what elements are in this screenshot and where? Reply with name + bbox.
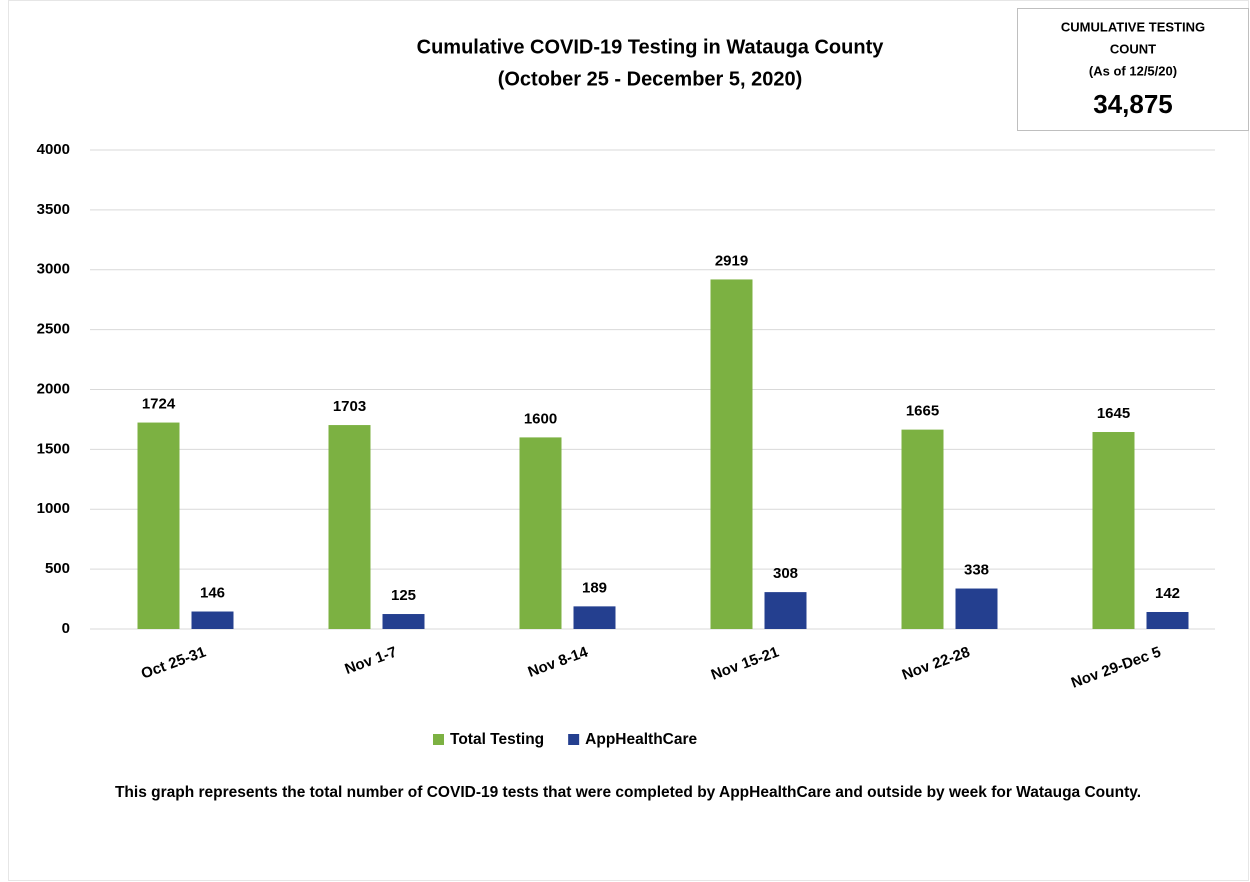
data-label: 2919 xyxy=(715,252,748,269)
x-tick-label: Nov 8-14 xyxy=(526,643,591,681)
bar xyxy=(519,437,562,629)
legend-label: AppHealthCare xyxy=(585,731,697,748)
y-tick-label: 2000 xyxy=(37,380,70,397)
bar xyxy=(764,592,807,629)
data-label: 142 xyxy=(1155,585,1180,602)
y-tick-label: 500 xyxy=(45,560,70,577)
bar xyxy=(710,279,753,629)
y-tick-label: 3000 xyxy=(37,261,70,278)
summary-value: 34,875 xyxy=(1093,89,1173,119)
bar xyxy=(382,614,425,629)
data-label: 1645 xyxy=(1097,405,1130,422)
legend-label: Total Testing xyxy=(450,731,544,748)
data-label: 1724 xyxy=(142,396,176,413)
chart-title: Cumulative COVID-19 Testing in Watauga C… xyxy=(417,36,885,58)
data-label: 1600 xyxy=(524,410,557,427)
chart-subtitle: (October 25 - December 5, 2020) xyxy=(498,68,803,90)
chart-border xyxy=(8,0,1249,881)
data-label: 125 xyxy=(391,587,416,604)
x-tick-label: Nov 15-21 xyxy=(709,644,781,684)
y-tick-label: 4000 xyxy=(37,141,70,158)
data-label: 308 xyxy=(773,565,798,582)
bar xyxy=(1146,611,1189,629)
bar xyxy=(137,422,180,629)
y-tick-label: 3500 xyxy=(37,201,70,218)
bar xyxy=(955,588,998,629)
data-label: 1703 xyxy=(333,398,366,415)
data-label: 338 xyxy=(964,561,989,578)
y-tick-label: 1000 xyxy=(37,500,70,517)
x-tick-label: Nov 29-Dec 5 xyxy=(1069,644,1163,692)
data-label: 189 xyxy=(582,579,607,596)
bar xyxy=(328,425,371,629)
y-tick-label: 1500 xyxy=(37,440,70,457)
y-tick-label: 0 xyxy=(62,620,70,637)
x-tick-label: Oct 25-31 xyxy=(139,644,208,683)
x-tick-label: Nov 1-7 xyxy=(342,644,399,679)
bar xyxy=(901,429,944,629)
bar xyxy=(573,606,616,629)
x-tick-label: Nov 22-28 xyxy=(900,644,972,684)
legend-swatch xyxy=(568,734,580,745)
data-label: 1665 xyxy=(906,403,939,420)
footnote: This graph represents the total number o… xyxy=(115,784,1141,801)
bar xyxy=(1092,432,1135,629)
data-label: 146 xyxy=(200,584,225,601)
bar xyxy=(191,611,234,629)
summary-label: CUMULATIVE TESTING xyxy=(1061,19,1205,34)
summary-box xyxy=(1017,8,1249,131)
summary-label: COUNT xyxy=(1110,41,1156,56)
summary-as-of: (As of 12/5/20) xyxy=(1089,63,1177,78)
y-tick-label: 2500 xyxy=(37,321,70,338)
legend-swatch xyxy=(433,734,444,745)
